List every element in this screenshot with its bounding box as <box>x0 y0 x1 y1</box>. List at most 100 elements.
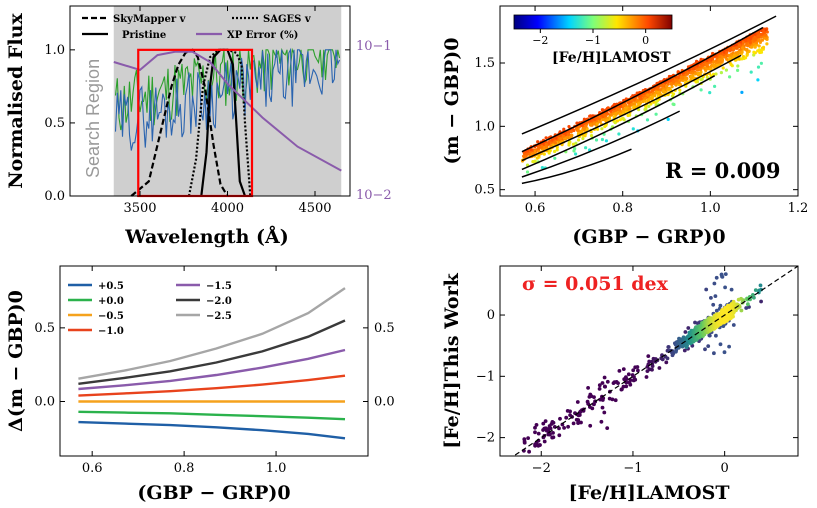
scatter-point <box>764 33 768 37</box>
scatter-point <box>572 149 576 153</box>
scatter-point <box>745 53 749 57</box>
scatter-point <box>536 140 540 144</box>
scatter-point <box>732 53 737 57</box>
scatter-point <box>602 410 607 415</box>
scatter-point <box>603 113 607 117</box>
filter-curve <box>130 48 229 197</box>
scatter-point <box>719 71 724 75</box>
scatter-point <box>665 84 669 88</box>
axes-ticks: 0.6 0.8 1.0 0.0 0.5 0.0 0.5 <box>34 266 395 476</box>
scatter-point <box>631 368 636 373</box>
scatter-point <box>643 96 648 100</box>
xp-error-curve <box>113 50 342 172</box>
scatter-point <box>601 118 605 122</box>
scatter-point <box>647 359 652 364</box>
scatter-point <box>631 102 635 106</box>
scatter-point <box>554 136 558 140</box>
scatter-point <box>714 72 718 76</box>
scatter-point <box>722 317 727 322</box>
scatter-point <box>748 41 753 45</box>
scatter-point <box>721 66 725 70</box>
scatter-point <box>666 87 670 91</box>
scatter-point <box>542 439 547 444</box>
scatter-point <box>588 423 593 428</box>
scatter-point <box>541 421 546 426</box>
scatter-point <box>762 30 766 34</box>
scatter-point <box>643 99 647 103</box>
scatter-point <box>722 350 727 355</box>
delta-line <box>78 348 346 391</box>
scatter-point <box>705 64 710 68</box>
legend-label: −1.5 <box>206 281 232 292</box>
scatter-point <box>525 170 530 174</box>
flux-spectrum <box>114 47 341 131</box>
y2-tick-label: 0.0 <box>374 395 395 410</box>
scatter-point <box>727 53 731 57</box>
scatter-point <box>553 156 557 160</box>
scatter-point <box>605 379 610 384</box>
scatter-point <box>586 402 591 406</box>
scatter-point <box>601 108 605 112</box>
scatter-point <box>760 32 764 36</box>
scatter-point <box>728 75 732 79</box>
scatter-point <box>714 333 718 338</box>
scatter-point <box>628 103 632 108</box>
scatter-point <box>752 53 756 57</box>
scatter-point <box>643 107 647 112</box>
x-axis-label: (GBP − GRP)0 <box>572 226 725 248</box>
scatter-point <box>628 382 633 387</box>
delta-line <box>78 374 346 397</box>
scatter-point <box>557 426 561 431</box>
delta-line <box>78 410 346 421</box>
scatter-point <box>624 377 629 381</box>
scatter-point <box>595 122 599 126</box>
scatter-point <box>540 166 545 170</box>
scatter-point <box>664 360 669 365</box>
scatter-point <box>544 142 548 146</box>
model-line <box>521 148 632 185</box>
scatter-point <box>647 104 651 108</box>
scatter-point <box>547 141 551 145</box>
scatter-point <box>608 113 612 117</box>
scatter-point <box>544 136 548 140</box>
legend-pristine: Pristine <box>122 30 166 41</box>
scatter-point <box>543 419 548 423</box>
scatter-point <box>645 118 650 122</box>
y2-tick-label: 0.5 <box>374 321 395 336</box>
scatter-point <box>707 333 712 338</box>
scatter-point <box>665 356 670 361</box>
scatter-point <box>731 323 736 327</box>
colorbar-tick-label: −1 <box>585 34 601 47</box>
flux-spectrum <box>114 47 341 151</box>
scatter-point <box>523 457 527 461</box>
scatter-point <box>765 30 769 34</box>
scatter-point <box>666 82 670 86</box>
scatter-point <box>744 56 748 60</box>
scatter-point <box>679 75 683 79</box>
scatter-point <box>744 306 749 310</box>
scatter-point <box>660 357 665 362</box>
scatter-point <box>526 436 530 440</box>
scatter-point <box>718 342 723 347</box>
scatter-point <box>636 368 640 373</box>
scatter-point <box>712 65 717 69</box>
scatter-point <box>725 50 729 55</box>
y-axis-label: Normalised Flux <box>5 13 27 189</box>
scatter-point <box>575 400 580 404</box>
scatter-point <box>722 53 726 57</box>
scatter-point <box>654 112 658 116</box>
legend-metallicity: +0.5 +0.0 −0.5 −1.0 −1.5 −2.0 −2.5 <box>68 281 232 337</box>
panel-filters: Search Region 3500 4000 4500 0.0 0.5 1.0 SkyM… <box>5 5 392 248</box>
scatter-point <box>600 405 605 410</box>
y-tick-label: 0.0 <box>34 395 55 410</box>
scatter-point <box>600 137 605 142</box>
r-annotation: R = 0.009 <box>665 158 780 183</box>
scatter-point <box>566 424 570 429</box>
y-tick-label: 0.5 <box>44 116 65 131</box>
scatter-point <box>756 78 760 82</box>
scatter-point <box>576 421 581 425</box>
scatter-point <box>600 381 605 385</box>
x-tick-label: 0.8 <box>612 201 633 216</box>
scatter-point <box>594 138 599 142</box>
scatter-point <box>719 60 723 64</box>
